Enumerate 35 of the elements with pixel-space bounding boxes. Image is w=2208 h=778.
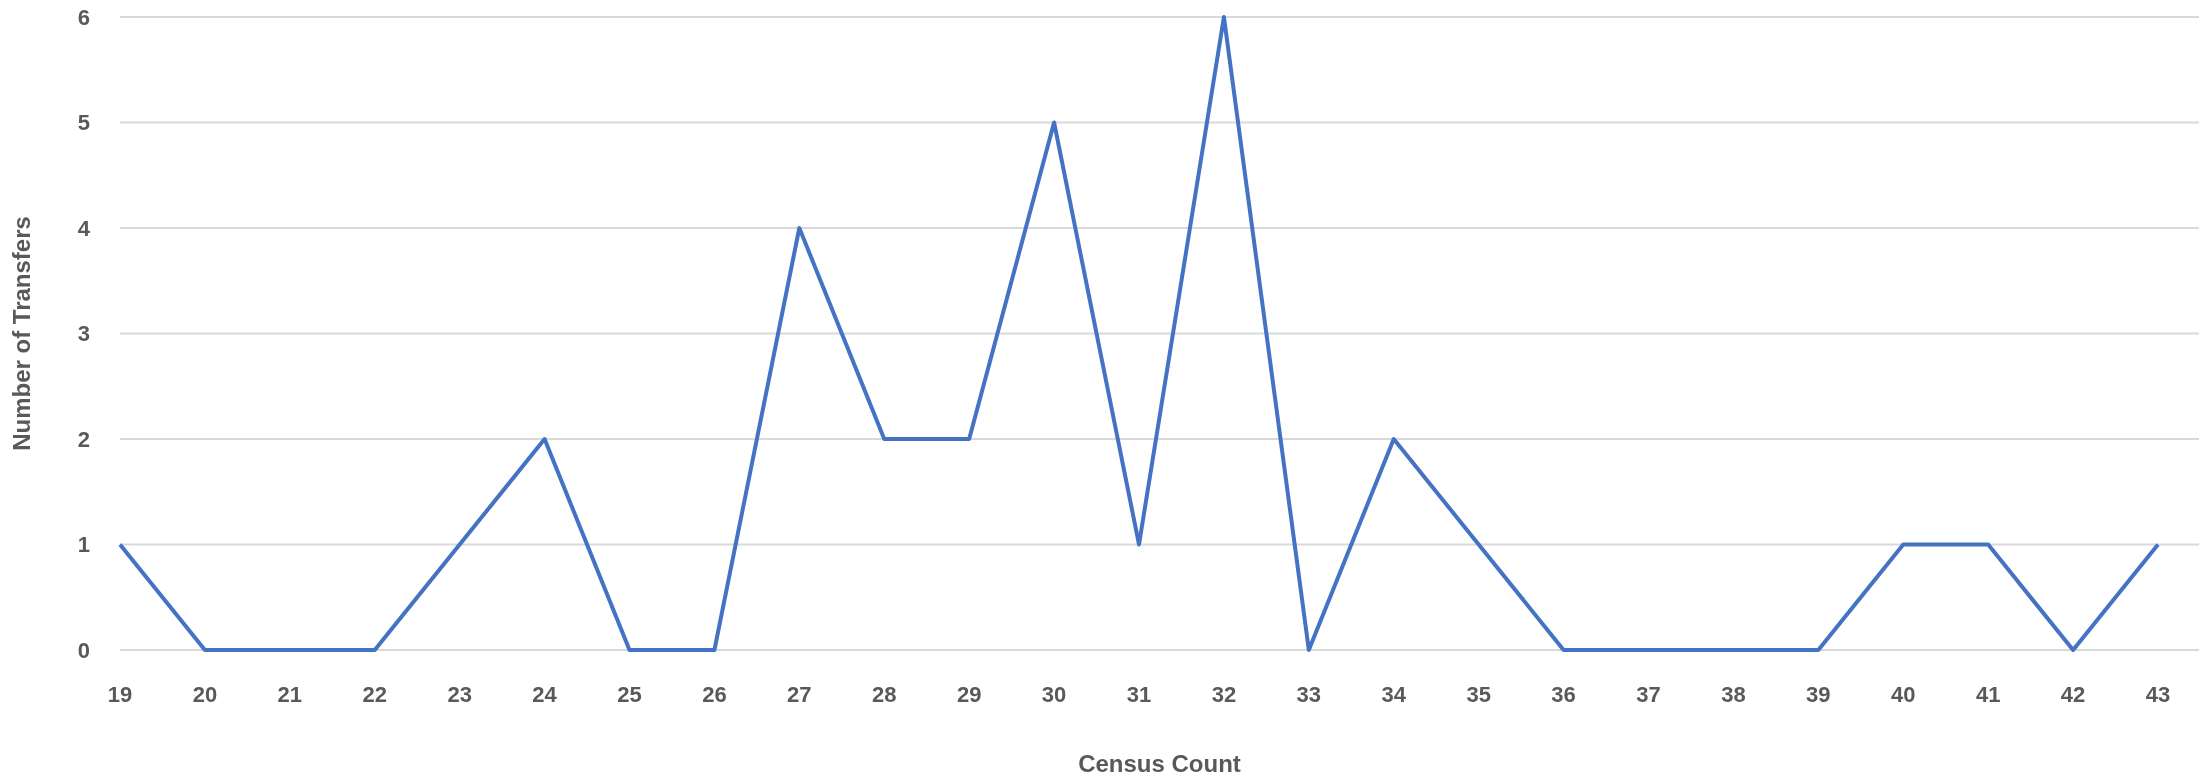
x-tick-label: 21 (277, 682, 303, 707)
y-tick-label: 6 (77, 4, 90, 30)
x-tick-label: 20 (192, 682, 218, 707)
x-tick-label: 35 (1466, 682, 1491, 707)
x-tick-label: 40 (1891, 682, 1916, 707)
x-tick-label: 37 (1636, 682, 1661, 707)
x-tick-label: 29 (956, 682, 982, 707)
y-tick-label: 2 (77, 426, 90, 452)
x-tick-label: 25 (617, 682, 642, 707)
x-tick-label: 24 (532, 682, 558, 707)
x-tick-label: 43 (2145, 682, 2171, 707)
y-tick-label: 3 (77, 321, 90, 347)
x-tick-label: 36 (1551, 682, 1576, 707)
x-axis-title: Census Count (1078, 750, 1241, 777)
x-tick-label: 28 (872, 682, 897, 707)
x-tick-label: 19 (107, 682, 133, 707)
x-tick-label: 34 (1381, 682, 1407, 707)
x-tick-label: 38 (1721, 682, 1746, 707)
x-tick-label: 31 (1126, 682, 1152, 707)
x-tick-label: 41 (1975, 682, 2001, 707)
y-tick-label: 0 (77, 637, 90, 663)
x-tick-label: 39 (1806, 682, 1831, 707)
x-tick-label: 30 (1041, 682, 1067, 707)
line-series (118, 15, 2160, 652)
x-tick-label: 22 (362, 682, 387, 707)
x-tick-label: 23 (447, 682, 472, 707)
x-tick-label: 42 (2060, 682, 2086, 707)
y-tick-label: 4 (77, 215, 91, 241)
x-tick-label: 27 (787, 682, 812, 707)
y-tick-label: 1 (77, 532, 90, 558)
x-tick-label: 26 (702, 682, 727, 707)
y-axis-title: Number of Transfers (8, 216, 35, 451)
x-tick-label: 33 (1296, 682, 1322, 707)
y-tick-label: 5 (77, 110, 90, 136)
x-tick-label: 32 (1211, 682, 1237, 707)
